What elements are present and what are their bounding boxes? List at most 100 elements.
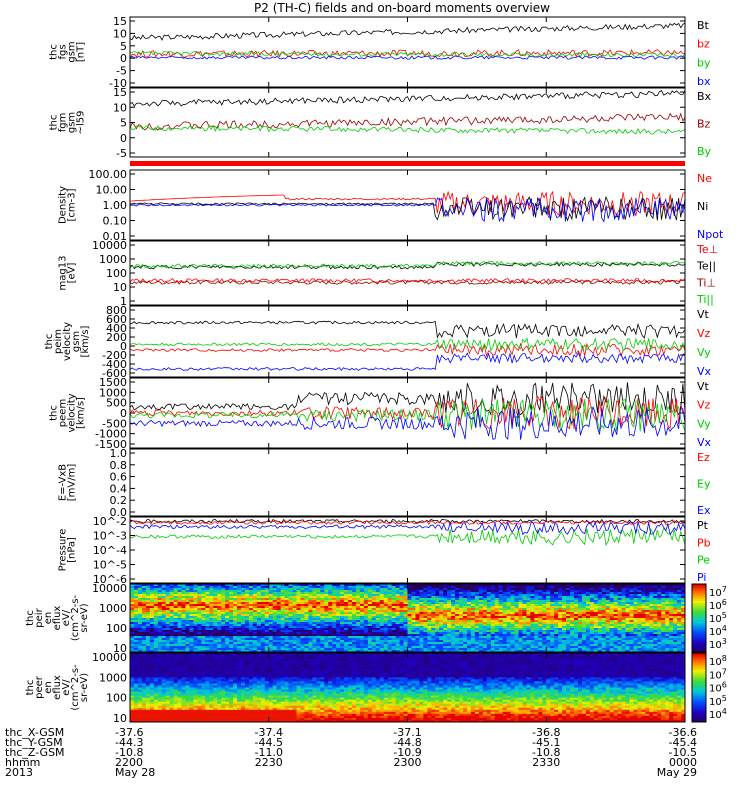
panel-frame (129, 305, 686, 378)
spectrogram-cell (455, 616, 460, 619)
spectrogram-cell (137, 618, 143, 621)
spectrogram-cell (395, 626, 401, 629)
spectrogram-cell (133, 646, 139, 649)
spectrogram-cell (348, 648, 353, 651)
spectrogram-cell (336, 610, 341, 613)
spectrogram-cell (494, 604, 500, 607)
spectrogram-cell (407, 624, 412, 627)
spectrogram-cell (241, 586, 246, 589)
spectrogram-cell (506, 606, 512, 609)
spectrogram-cell (621, 628, 627, 631)
spectrogram-cell (617, 636, 623, 639)
spectrogram-cell (193, 622, 198, 625)
spectrogram-cell (455, 612, 460, 615)
spectrogram-cell (550, 614, 555, 617)
spectrogram-cell (415, 590, 420, 593)
spectrogram-cell (653, 632, 658, 635)
spectrogram-cell (324, 644, 329, 647)
spectrogram-cell (597, 594, 603, 597)
spectrogram-cell (629, 606, 634, 609)
spectrogram-cell (332, 590, 337, 593)
spectrogram-cell (201, 634, 206, 637)
spectrogram-cell (348, 646, 353, 649)
spectrogram-cell (570, 628, 575, 631)
spectrogram-cell (439, 634, 444, 637)
spectrogram-cell (415, 586, 420, 589)
spectrogram-cell (209, 622, 214, 625)
spectrogram-cell (597, 612, 603, 615)
spectrogram-cell (665, 628, 670, 631)
spectrogram-cell (256, 646, 262, 649)
spectrogram-cell (367, 606, 373, 609)
spectrogram-cell (252, 640, 258, 643)
spectrogram-cell (173, 594, 179, 597)
spectrogram-cell (324, 584, 329, 587)
spectrogram-cell (272, 614, 278, 617)
spectrogram-cell (352, 620, 357, 623)
spectrogram-cell (296, 644, 301, 647)
spectrogram-cell (419, 632, 424, 635)
spectrogram-cell (399, 630, 405, 633)
spectrogram-cell (185, 584, 190, 587)
spectrogram-cell (585, 590, 591, 593)
spectrogram-cell (300, 648, 305, 651)
spectrogram-cell (577, 628, 583, 631)
spectrogram-cell (260, 642, 266, 645)
spectrogram-cell (494, 634, 500, 637)
spectrogram-cell (609, 596, 615, 599)
spectrogram-cell (320, 642, 325, 645)
spectrogram-cell (474, 592, 480, 595)
spectrogram-cell (153, 612, 159, 615)
spectrogram-cell (233, 602, 238, 605)
spectrogram-cell (336, 634, 341, 637)
spectrogram-cell (284, 584, 290, 587)
spectrogram-cell (355, 596, 361, 599)
ytick-label: 1 (120, 295, 127, 308)
spectrogram-cell (510, 638, 516, 641)
spectrogram-cell (673, 644, 678, 647)
spectrogram-cell (411, 646, 416, 649)
spectrogram-cell (130, 628, 135, 631)
spectrogram-cell (585, 640, 591, 643)
panel-peir: thcpeirenefluxeV/(cm^2-s-sr-eV)100001000… (25, 582, 727, 655)
spectrogram-cell (653, 640, 658, 643)
spectrogram-cell (589, 636, 595, 639)
spectrogram-cell (570, 630, 575, 633)
spectrogram-cell (562, 644, 567, 647)
spectrogram-cell (653, 614, 658, 617)
spectrogram-cell (427, 604, 432, 607)
spectrogram-cell (411, 640, 416, 643)
spectrogram-cell (657, 642, 662, 645)
spectrogram-cell (570, 604, 575, 607)
spectrogram-cell (181, 588, 186, 591)
spectrogram-cell (490, 636, 496, 639)
spectrogram-cell (391, 604, 397, 607)
spectrogram-cell (447, 584, 452, 587)
spectrogram-cell (407, 630, 412, 633)
spectrogram-cell (665, 614, 670, 617)
spectrogram-cell (455, 644, 460, 647)
spectrogram-cell (407, 602, 412, 605)
spectrogram-cell (601, 630, 607, 633)
spectrogram-cell (272, 636, 278, 639)
spectrogram-cell (225, 650, 230, 653)
spectrogram-cell (292, 612, 297, 615)
spectrogram-cell (411, 642, 416, 645)
spectrogram-cell (130, 648, 135, 651)
spectrogram-cell (237, 594, 242, 597)
spectrogram-cell (423, 644, 428, 647)
spectrogram-cell (451, 620, 456, 623)
spectrogram-cell (470, 584, 476, 587)
spectrogram-cell (459, 598, 464, 601)
spectrogram-cell (419, 624, 424, 627)
series-line-Vt (129, 320, 686, 339)
spectrogram-cell (177, 644, 183, 647)
spectrogram-cell (621, 642, 627, 645)
spectrogram-cell (459, 610, 464, 613)
spectrogram-cell (244, 616, 250, 619)
spectrogram-cell (597, 640, 603, 643)
spectrogram-cell (308, 584, 313, 587)
spectrogram-cell (391, 632, 397, 635)
spectrogram-cell (387, 592, 393, 595)
spectrogram-cell (379, 604, 385, 607)
